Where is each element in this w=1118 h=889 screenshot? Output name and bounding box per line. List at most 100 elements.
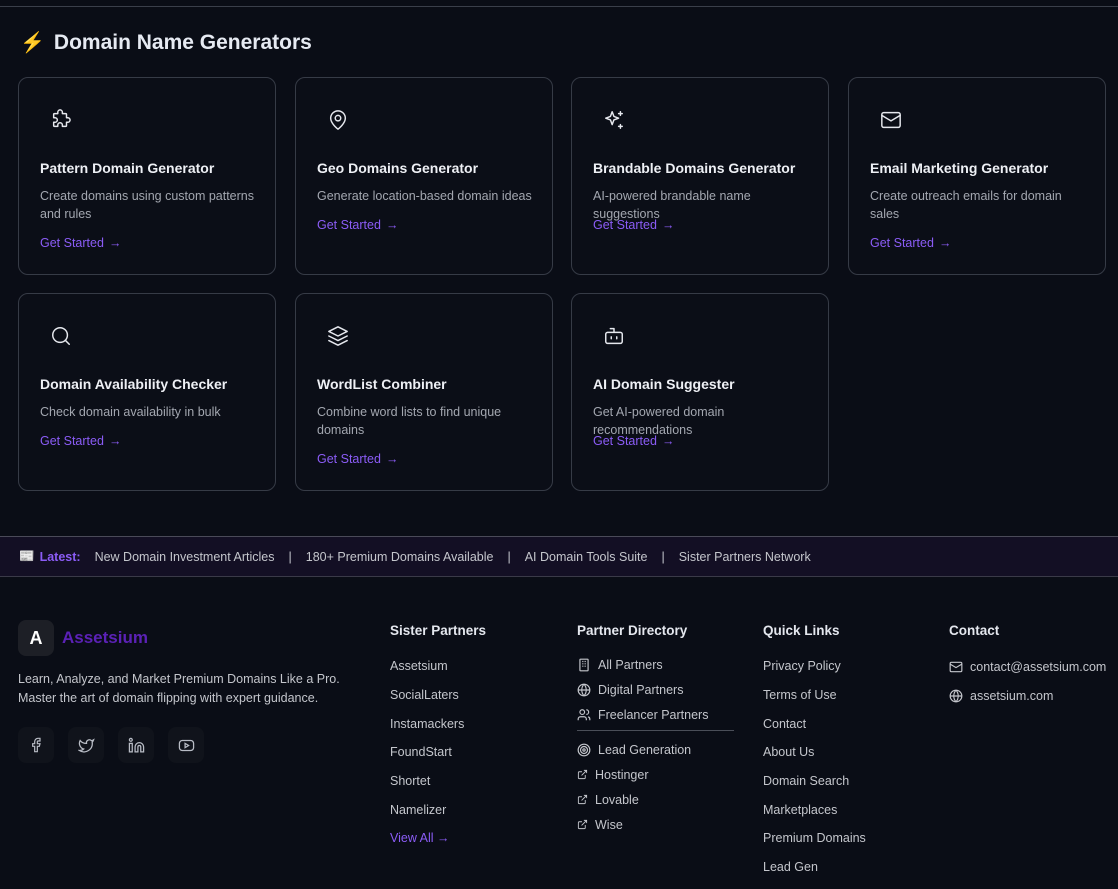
sister-partners-column: Sister Partners Assetsium SocialLaters Ins… <box>390 623 486 853</box>
get-started-link[interactable]: Get Started → <box>40 236 121 250</box>
divider <box>577 730 734 731</box>
ticker-label: Latest: <box>39 549 81 564</box>
twitter-icon[interactable] <box>68 727 104 763</box>
tool-card[interactable]: Geo Domains Generator Generate location-… <box>295 77 553 275</box>
footer-link-label: Lead Gen <box>763 860 818 875</box>
get-started-label: Get Started <box>593 434 657 448</box>
get-started-label: Get Started <box>870 236 934 250</box>
footer-link[interactable]: Wise <box>577 812 734 837</box>
card-title: Geo Domains Generator <box>317 160 479 176</box>
footer-link[interactable]: Lead Generation <box>577 737 734 762</box>
quick-links-column: Quick Links Privacy Policy Terms of Use Co… <box>763 623 866 882</box>
footer-link[interactable]: Privacy Policy <box>763 652 866 681</box>
youtube-icon[interactable] <box>168 727 204 763</box>
column-title: Quick Links <box>763 623 840 638</box>
card-title: AI Domain Suggester <box>593 376 735 392</box>
footer-link[interactable]: Namelizer <box>390 795 486 824</box>
footer-link[interactable]: Freelancer Partners <box>577 702 734 727</box>
get-started-link[interactable]: Get Started → <box>870 236 951 250</box>
column-title: Partner Directory <box>577 623 688 638</box>
tool-card[interactable]: Domain Availability Checker Check domain… <box>18 293 276 491</box>
card-title: Domain Availability Checker <box>40 376 228 392</box>
section-heading: ⚡ Domain Name Generators <box>20 30 312 55</box>
contact-site-link[interactable]: assetsium.com <box>949 681 1106 710</box>
footer-link-label: Wise <box>595 817 623 832</box>
footer-link[interactable]: Lead Gen <box>763 853 866 882</box>
card-description: Check domain availability in bulk <box>40 405 221 419</box>
footer-link-label: About Us <box>763 745 815 760</box>
ticker-item[interactable]: AI Domain Tools Suite <box>524 549 648 564</box>
contact-site: assetsium.com <box>970 688 1054 703</box>
mail-icon <box>880 109 902 131</box>
card-description: Get AI-powered domain recommendations <box>593 405 725 437</box>
arrow-right-icon: → <box>385 218 399 232</box>
footer-link-label: FoundStart <box>390 745 452 760</box>
tool-card[interactable]: Email Marketing Generator Create outreac… <box>848 77 1106 275</box>
users-icon <box>577 708 591 722</box>
column-title: Sister Partners <box>390 623 487 638</box>
footer-link-label: Namelizer <box>390 802 447 817</box>
get-started-link[interactable]: Get Started → <box>40 434 121 448</box>
footer-link[interactable]: About Us <box>763 738 866 767</box>
footer-link[interactable]: SocialLaters <box>390 681 486 710</box>
ticker-item[interactable]: 180+ Premium Domains Available <box>305 549 494 564</box>
card-description: Combine word lists to find unique domain… <box>317 405 502 437</box>
get-started-label: Get Started <box>317 452 381 466</box>
footer-link-label: Freelancer Partners <box>598 707 709 722</box>
footer-link[interactable]: Premium Domains <box>763 824 866 853</box>
footer-link-label: Assetsium <box>390 659 448 674</box>
footer-link-label: Hostinger <box>595 767 649 782</box>
tool-card[interactable]: WordList Combiner Combine word lists to … <box>295 293 553 491</box>
footer-link[interactable]: Terms of Use <box>763 681 866 710</box>
layers-icon <box>327 325 349 347</box>
card-description: AI-powered brandable name suggestions <box>593 189 751 221</box>
card-description: Create domains using custom patterns and… <box>40 189 254 221</box>
ticker-item[interactable]: New Domain Investment Articles <box>94 549 275 564</box>
footer-link[interactable]: Hostinger <box>577 762 734 787</box>
puzzle-icon <box>50 109 72 131</box>
footer-link[interactable]: Lovable <box>577 787 734 812</box>
footer-link-label: Digital Partners <box>598 682 684 697</box>
section-title: Domain Name Generators <box>53 30 312 54</box>
footer-link[interactable]: Marketplaces <box>763 795 866 824</box>
footer-link-label: Premium Domains <box>763 831 866 846</box>
footer-link-label: Contact <box>763 716 807 731</box>
footer-link[interactable]: Shortet <box>390 767 486 796</box>
ticker-item[interactable]: Sister Partners Network <box>678 549 811 564</box>
contact-column: Contact contact@assetsium.com assetsium.… <box>949 623 1106 710</box>
footer-link[interactable]: Domain Search <box>763 767 866 796</box>
tool-card[interactable]: Brandable Domains Generator AI-powered b… <box>571 77 829 275</box>
get-started-link[interactable]: Get Started → <box>317 218 398 232</box>
arrow-right-icon: → <box>938 236 952 250</box>
get-started-link[interactable]: Get Started → <box>593 434 674 448</box>
search-icon <box>50 325 72 347</box>
mail-icon <box>949 660 963 674</box>
footer-link-label: Lead Generation <box>598 742 692 757</box>
footer-link[interactable]: Assetsium <box>390 652 486 681</box>
footer-brand[interactable]: A Assetsium <box>18 620 148 656</box>
logo: A <box>18 620 54 656</box>
footer-link-label: Terms of Use <box>763 688 837 703</box>
card-description: Create outreach emails for domain sales <box>870 189 1062 221</box>
card-title: Brandable Domains Generator <box>593 160 796 176</box>
linkedin-icon[interactable] <box>118 727 154 763</box>
tool-card[interactable]: Pattern Domain Generator Create domains … <box>18 77 276 275</box>
footer-link[interactable]: Instamackers <box>390 709 486 738</box>
bot-icon <box>603 325 625 347</box>
view-all-link[interactable]: View All → <box>390 831 450 846</box>
get-started-link[interactable]: Get Started → <box>593 218 674 232</box>
get-started-link[interactable]: Get Started → <box>317 452 398 466</box>
footer-link[interactable]: Contact <box>763 709 866 738</box>
contact-email-link[interactable]: contact@assetsium.com <box>949 652 1106 681</box>
card-description: Generate location-based domain ideas <box>317 189 532 203</box>
footer-link[interactable]: All Partners <box>577 652 734 677</box>
lightning-icon: ⚡ <box>20 32 45 54</box>
footer-link-label: Instamackers <box>390 716 465 731</box>
tool-card[interactable]: AI Domain Suggester Get AI-powered domai… <box>571 293 829 491</box>
get-started-label: Get Started <box>593 218 657 232</box>
card-title: WordList Combiner <box>317 376 447 392</box>
footer-link[interactable]: Digital Partners <box>577 677 734 702</box>
footer-link[interactable]: FoundStart <box>390 738 486 767</box>
facebook-icon[interactable] <box>18 727 54 763</box>
footer-link-label: Shortet <box>390 774 431 789</box>
